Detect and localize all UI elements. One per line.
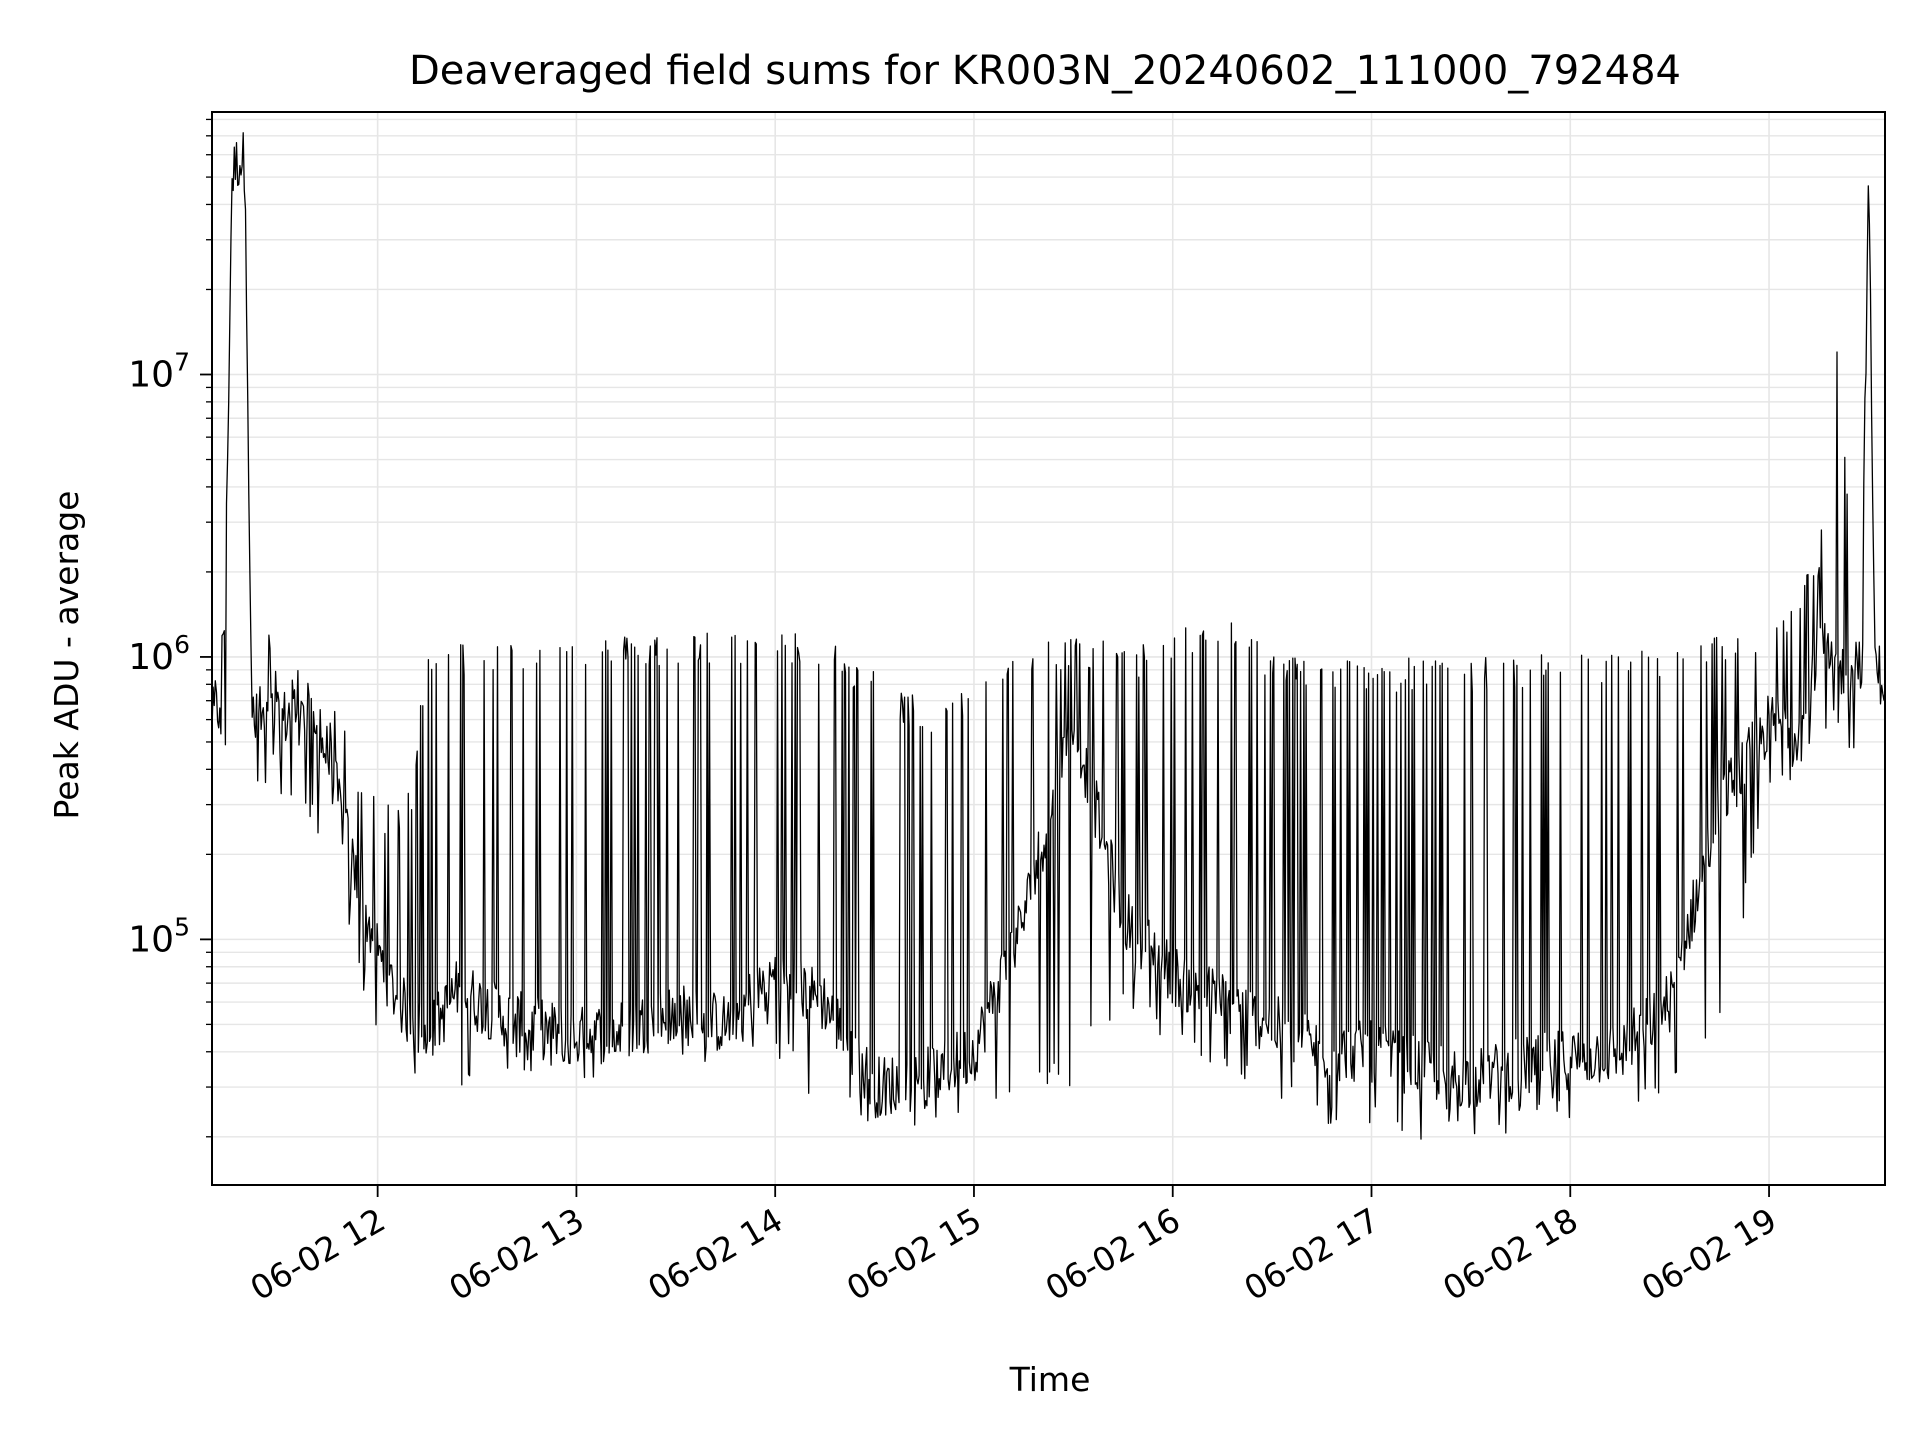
y-axis: 105 106 107 bbox=[128, 118, 212, 1138]
x-tick-label: 06-02 17 bbox=[1238, 1200, 1386, 1308]
x-tick-label: 06-02 16 bbox=[1039, 1200, 1187, 1308]
y-tick-label: 105 bbox=[128, 912, 190, 960]
series-line bbox=[211, 132, 1886, 1140]
x-tick-label: 06-02 14 bbox=[641, 1200, 789, 1308]
x-tick-label: 06-02 18 bbox=[1436, 1200, 1584, 1308]
chart-title: Deaveraged field sums for KR003N_2024060… bbox=[409, 48, 1681, 94]
y-tick-label: 107 bbox=[128, 348, 190, 396]
x-tick-label: 06-02 15 bbox=[840, 1200, 988, 1308]
x-tick-label: 06-02 19 bbox=[1635, 1200, 1783, 1308]
series-layer bbox=[211, 132, 1886, 1140]
x-tick-label: 06-02 13 bbox=[442, 1200, 590, 1308]
y-tick-label: 106 bbox=[128, 630, 190, 678]
y-axis-label: Peak ADU - average bbox=[47, 491, 86, 820]
x-tick-label: 06-02 12 bbox=[244, 1200, 392, 1308]
plot-frame bbox=[211, 111, 1886, 1186]
x-axis: 06-02 12 06-02 13 06-02 14 06-02 15 06-02 16… bbox=[244, 1185, 1783, 1308]
x-axis-label: Time bbox=[1009, 1360, 1091, 1399]
